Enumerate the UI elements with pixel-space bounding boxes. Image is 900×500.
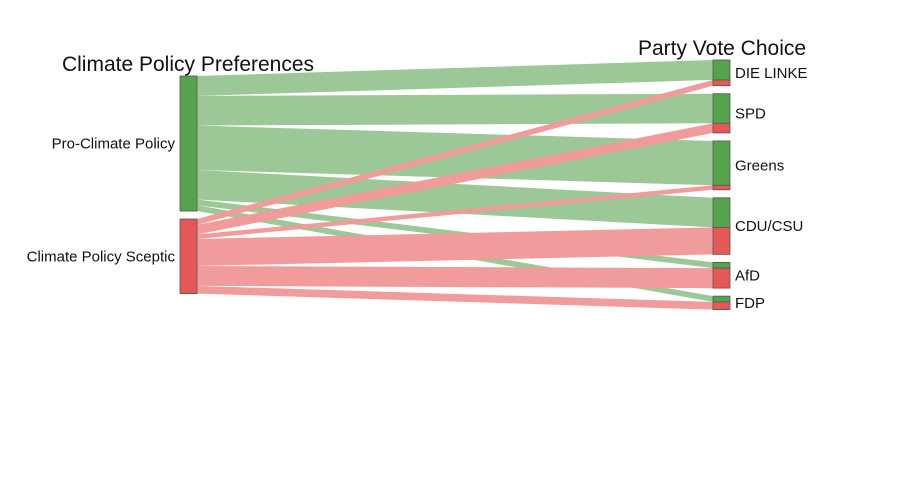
link-climate-policy-sceptic-to-spd[interactable] <box>197 123 713 235</box>
target-segment-fdp-pro-climate-policy <box>712 295 731 303</box>
target-node-greens[interactable] <box>712 140 731 191</box>
target-column-title: Party Vote Choice <box>638 37 806 60</box>
source-node-climate-policy-sceptic[interactable] <box>179 218 198 295</box>
target-label-spd: SPD <box>735 105 766 122</box>
link-climate-policy-sceptic-to-die-linke[interactable] <box>197 79 713 225</box>
target-segment-afd-climate-policy-sceptic <box>712 267 731 289</box>
link-pro-climate-policy-to-spd[interactable] <box>197 93 713 126</box>
link-pro-climate-policy-to-die-linke[interactable] <box>197 60 713 96</box>
links-layer <box>197 60 713 310</box>
target-segment-die-linke-pro-climate-policy <box>712 59 731 81</box>
target-segment-afd-pro-climate-policy <box>712 261 731 269</box>
link-climate-policy-sceptic-to-cdu-csu[interactable] <box>197 227 713 266</box>
target-node-die-linke[interactable] <box>712 59 731 87</box>
target-segment-die-linke-climate-policy-sceptic <box>712 79 731 87</box>
nodes-layer: Pro-Climate Policy Climate Policy Sceptic… <box>27 59 808 312</box>
target-segment-cdu-csu-climate-policy-sceptic <box>712 226 731 255</box>
source-label-climate-policy-sceptic: Climate Policy Sceptic <box>27 248 176 265</box>
target-label-cdu-csu: CDU/CSU <box>735 218 803 235</box>
source-node-pro-climate-policy[interactable] <box>179 75 198 212</box>
target-segment-greens-climate-policy-sceptic <box>712 184 731 191</box>
target-node-cdu-csu[interactable] <box>712 197 731 255</box>
link-climate-policy-sceptic-to-afd[interactable] <box>197 265 713 289</box>
target-node-fdp[interactable] <box>712 295 731 311</box>
link-pro-climate-policy-to-greens[interactable] <box>197 125 713 186</box>
target-label-die-linke: DIE LINKE <box>735 65 808 82</box>
target-label-fdp: FDP <box>735 295 765 312</box>
target-label-afd: AfD <box>735 267 760 284</box>
target-segment-spd-climate-policy-sceptic <box>712 122 731 134</box>
link-climate-policy-sceptic-to-fdp[interactable] <box>197 285 713 310</box>
target-node-afd[interactable] <box>712 261 731 289</box>
target-node-spd[interactable] <box>712 93 731 134</box>
target-segment-greens-pro-climate-policy <box>712 140 731 186</box>
target-segment-fdp-climate-policy-sceptic <box>712 301 731 311</box>
source-label-pro-climate-policy: Pro-Climate Policy <box>52 136 176 153</box>
target-segment-cdu-csu-pro-climate-policy <box>712 197 731 228</box>
target-label-greens: Greens <box>735 157 784 174</box>
link-climate-policy-sceptic-to-greens[interactable] <box>197 185 713 239</box>
source-column-title: Climate Policy Preferences <box>62 53 314 76</box>
target-segment-spd-pro-climate-policy <box>712 93 731 124</box>
